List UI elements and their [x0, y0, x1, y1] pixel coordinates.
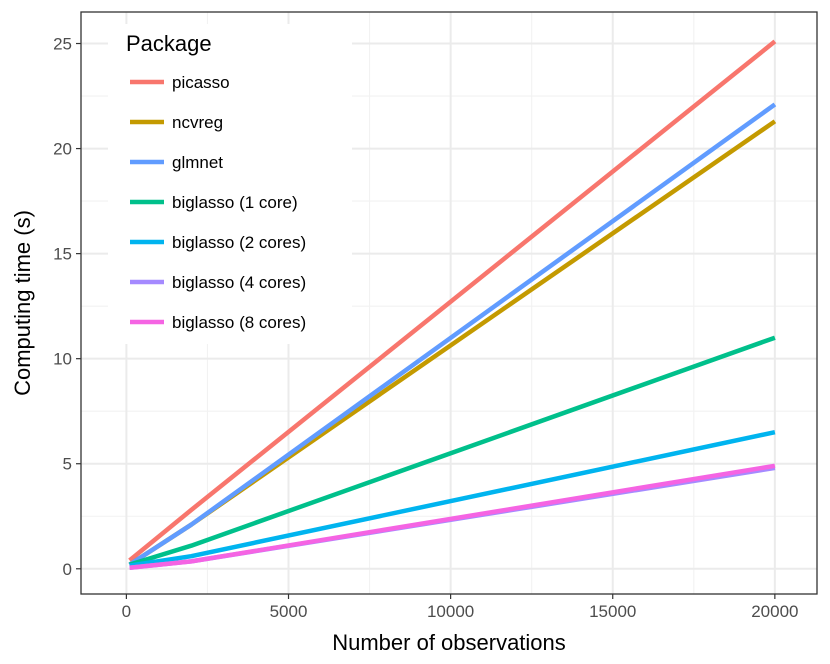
- y-tick-label: 0: [63, 560, 72, 579]
- legend-items: picasso ncvreg glmnet biglasso (1 core) bigl…: [130, 73, 306, 332]
- y-tick-label: 25: [53, 35, 72, 54]
- x-axis: 0 5000 10000 15000 20000: [122, 594, 798, 621]
- legend-label-biglasso-1-core: biglasso (1 core): [172, 193, 298, 212]
- series-line-biglasso-8-cores: [129, 463, 776, 570]
- x-tick-label: 10000: [427, 602, 474, 621]
- series-line-biglasso-2-cores: [129, 429, 776, 568]
- legend: Package picasso ncvreg glmnet biglasso (1 c…: [108, 24, 352, 344]
- panel-border: [80, 11, 818, 595]
- x-tick-label: 5000: [270, 602, 308, 621]
- x-tick-label: 20000: [751, 602, 798, 621]
- series-line-biglasso-1-core: [128, 335, 776, 567]
- y-tick-label: 10: [53, 350, 72, 369]
- y-axis: 0 5 10 15 20 25: [53, 35, 81, 579]
- series-line-glmnet: [128, 102, 777, 567]
- legend-label-biglasso-8-cores: biglasso (8 cores): [172, 313, 306, 332]
- legend-label-ncvreg: ncvreg: [172, 113, 223, 132]
- legend-background: [108, 24, 352, 344]
- x-tick-label: 0: [122, 602, 131, 621]
- legend-label-biglasso-4-cores: biglasso (4 cores): [172, 273, 306, 292]
- series-line-picasso: [128, 39, 777, 563]
- y-axis-title: Computing time (s): [10, 210, 35, 396]
- legend-title: Package: [126, 31, 212, 56]
- legend-label-glmnet: glmnet: [172, 153, 223, 172]
- x-tick-label: 15000: [589, 602, 636, 621]
- series-lines: [128, 39, 777, 570]
- y-tick-label: 20: [53, 140, 72, 159]
- legend-label-picasso: picasso: [172, 73, 230, 92]
- x-axis-title: Number of observations: [332, 630, 566, 655]
- y-tick-label: 15: [53, 245, 72, 264]
- y-tick-label: 5: [63, 455, 72, 474]
- legend-label-biglasso-2-cores: biglasso (2 cores): [172, 233, 306, 252]
